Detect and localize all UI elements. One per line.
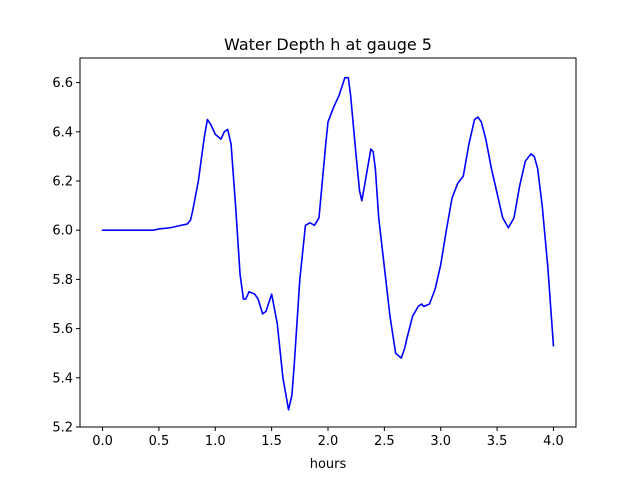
y-tick-label: 6.4 bbox=[52, 125, 73, 140]
x-tick-label: 3.0 bbox=[430, 434, 451, 449]
x-tick-label: 0.0 bbox=[92, 434, 113, 449]
y-tick-label: 5.8 bbox=[52, 273, 73, 288]
x-tick-label: 3.5 bbox=[487, 434, 508, 449]
series-line-0 bbox=[101, 76, 555, 411]
x-tick-label: 1.0 bbox=[205, 434, 226, 449]
x-tick-label: 4.0 bbox=[543, 434, 564, 449]
x-tick-label: 0.5 bbox=[149, 434, 170, 449]
x-tick-label: 2.5 bbox=[374, 434, 395, 449]
y-tick-label: 5.6 bbox=[52, 322, 73, 337]
x-tick-label: 1.5 bbox=[261, 434, 282, 449]
y-tick-label: 6.0 bbox=[52, 224, 73, 239]
plot-area: 0.0 0.5 1.0 1.5 2.0 2.5 3.0 3.5 4.0 5.2 5.4 5.6 5.8 6… bbox=[52, 57, 577, 449]
y-tick-label: 6.2 bbox=[52, 175, 73, 190]
chart-title: Water Depth h at gauge 5 bbox=[224, 35, 432, 54]
y-tick-label: 6.6 bbox=[52, 76, 73, 91]
y-tick-label: 5.4 bbox=[52, 371, 73, 386]
x-axis-label: hours bbox=[310, 457, 347, 472]
x-tick-label: 2.0 bbox=[318, 434, 339, 449]
y-tick-label: 5.2 bbox=[52, 421, 73, 436]
